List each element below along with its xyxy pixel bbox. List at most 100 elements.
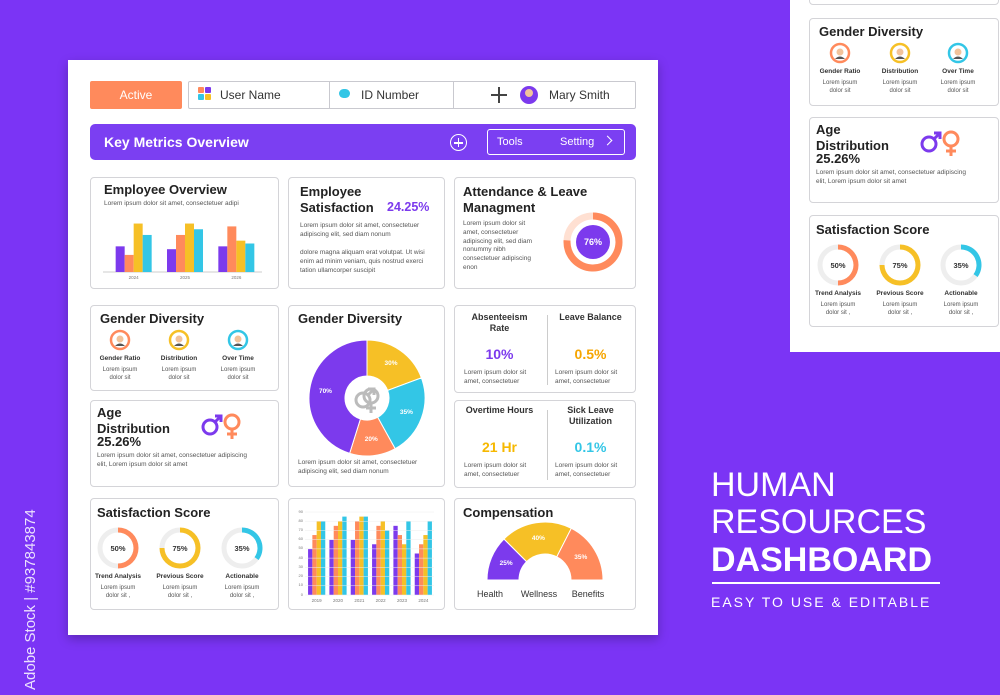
bar [133, 223, 143, 272]
category-label: Health [476, 589, 503, 599]
bar [363, 516, 368, 595]
item-label: Trend Analysis [95, 573, 141, 580]
metric-value: 0.1% [574, 439, 607, 455]
bar [194, 229, 203, 272]
text: Lorem ipsum dolor sit amet, consectetuer… [816, 169, 966, 185]
bar [227, 226, 237, 272]
avatar-body [895, 56, 905, 59]
app-icon [198, 94, 204, 100]
text: Lorem ipsum dolor sit amet, consectetuer [555, 462, 618, 478]
item-label: Gender Ratio [819, 68, 861, 75]
bar [176, 234, 185, 272]
panel-title: Age Distribution [97, 405, 170, 436]
panel-title: Compensation [463, 505, 554, 520]
bar [419, 544, 424, 595]
tools-button[interactable]: Tools [497, 136, 523, 148]
metric-title: Sick Leave Utilization [567, 405, 614, 426]
avatar-body [233, 343, 243, 346]
panel-title: Age Distribution [816, 122, 889, 153]
gauge-label: 35% [574, 554, 588, 562]
panel [809, 0, 999, 5]
item-label: Actionable [944, 290, 978, 297]
bar [167, 249, 176, 272]
text: Mary Smith [549, 88, 610, 102]
item-text: Lorem ipsum dolor sit , [224, 585, 260, 599]
text: dolore magna aliquam erat volutpat. Ut w… [300, 249, 425, 274]
pie-label: 20% [364, 435, 378, 443]
item-text: Lorem ipsum dolor sit [102, 367, 138, 381]
gender-symbol [201, 418, 219, 436]
bar [333, 525, 338, 595]
ring-label: 50% [110, 544, 126, 553]
gender-symbol [227, 429, 237, 439]
bar [414, 553, 420, 595]
text: User Name [220, 88, 281, 102]
panel [454, 177, 636, 289]
metric-value: 21 Hr [481, 439, 518, 455]
text: ID Number [361, 88, 420, 102]
panel-title: Gender Diversity [819, 24, 924, 39]
active-tab[interactable] [90, 81, 182, 109]
pie-label: 70% [318, 387, 332, 395]
bar [359, 516, 364, 595]
promo-tagline: EASY TO USE & EDITABLE [711, 594, 932, 610]
avatar-body [953, 56, 963, 59]
x-tick-label: 2019 [311, 598, 322, 603]
pie-segment [376, 377, 426, 450]
ring-label: 75% [172, 544, 188, 553]
item-label: Actionable [225, 573, 259, 580]
ring-arc [242, 527, 263, 561]
item-text: Lorem ipsum dolor sit [161, 367, 197, 381]
metric-value: 10% [485, 346, 514, 362]
text: Lorem ipsum dolor sit amet, consectetuer [464, 369, 527, 385]
avatar-head [234, 335, 242, 343]
plus-v [498, 87, 500, 103]
y-tick-label: 90 [298, 508, 303, 514]
category-label: Benefits [571, 589, 605, 599]
panel [288, 177, 445, 289]
gender-symbol [213, 414, 223, 424]
gauge-center [576, 225, 610, 259]
avatar-head [175, 335, 183, 343]
text: Lorem ipsum dolor sit amet, consectetuer [555, 369, 618, 385]
avatar-head [954, 48, 962, 56]
x-tick-label: 2021 [354, 598, 365, 603]
bar [142, 234, 152, 272]
gauge-label: 25% [499, 559, 513, 567]
text: Lorem ipsum dolor sit amet, consectetuer… [300, 222, 420, 238]
bar [397, 535, 402, 595]
item-label: Gender Ratio [99, 355, 141, 362]
ring-arc [118, 527, 139, 569]
item-text: Lorem ipsum dolor sit , [100, 585, 136, 599]
category-label: Wellness [520, 589, 558, 599]
avatar-face [525, 89, 533, 97]
item-text: Lorem ipsum dolor sit [220, 367, 256, 381]
metric-value: 0.5% [574, 346, 607, 362]
gender-symbol [366, 403, 376, 413]
gender-symbol [354, 391, 372, 409]
y-tick-label: 50 [298, 545, 303, 551]
gender-symbol [920, 135, 938, 153]
x-tick-label: 2020 [332, 598, 343, 603]
item-label: Previous Score [876, 290, 924, 297]
avatar-body [174, 343, 184, 346]
ring-arc [961, 244, 982, 278]
active-tab-label[interactable]: Active [119, 88, 153, 102]
add-button[interactable] [450, 134, 467, 151]
pie-segment [366, 339, 423, 392]
promo-title: DASHBOARD [711, 541, 932, 579]
y-tick-label: 10 [298, 582, 303, 588]
setting-button[interactable]: Setting [560, 136, 595, 148]
bar [218, 246, 228, 272]
x-tick-label: 2026 [231, 275, 242, 280]
metric-title: Absenteeism Rate [471, 312, 528, 333]
item-text: Lorem ipsum dolor sit , [162, 585, 198, 599]
metric-value: 25.26% [97, 434, 142, 449]
divider [453, 81, 454, 109]
y-tick-label: 80 [298, 517, 303, 523]
item-text: Lorem ipsum dolor sit , [943, 302, 979, 316]
divider [547, 410, 548, 480]
bar [402, 544, 407, 595]
bar [308, 548, 313, 595]
